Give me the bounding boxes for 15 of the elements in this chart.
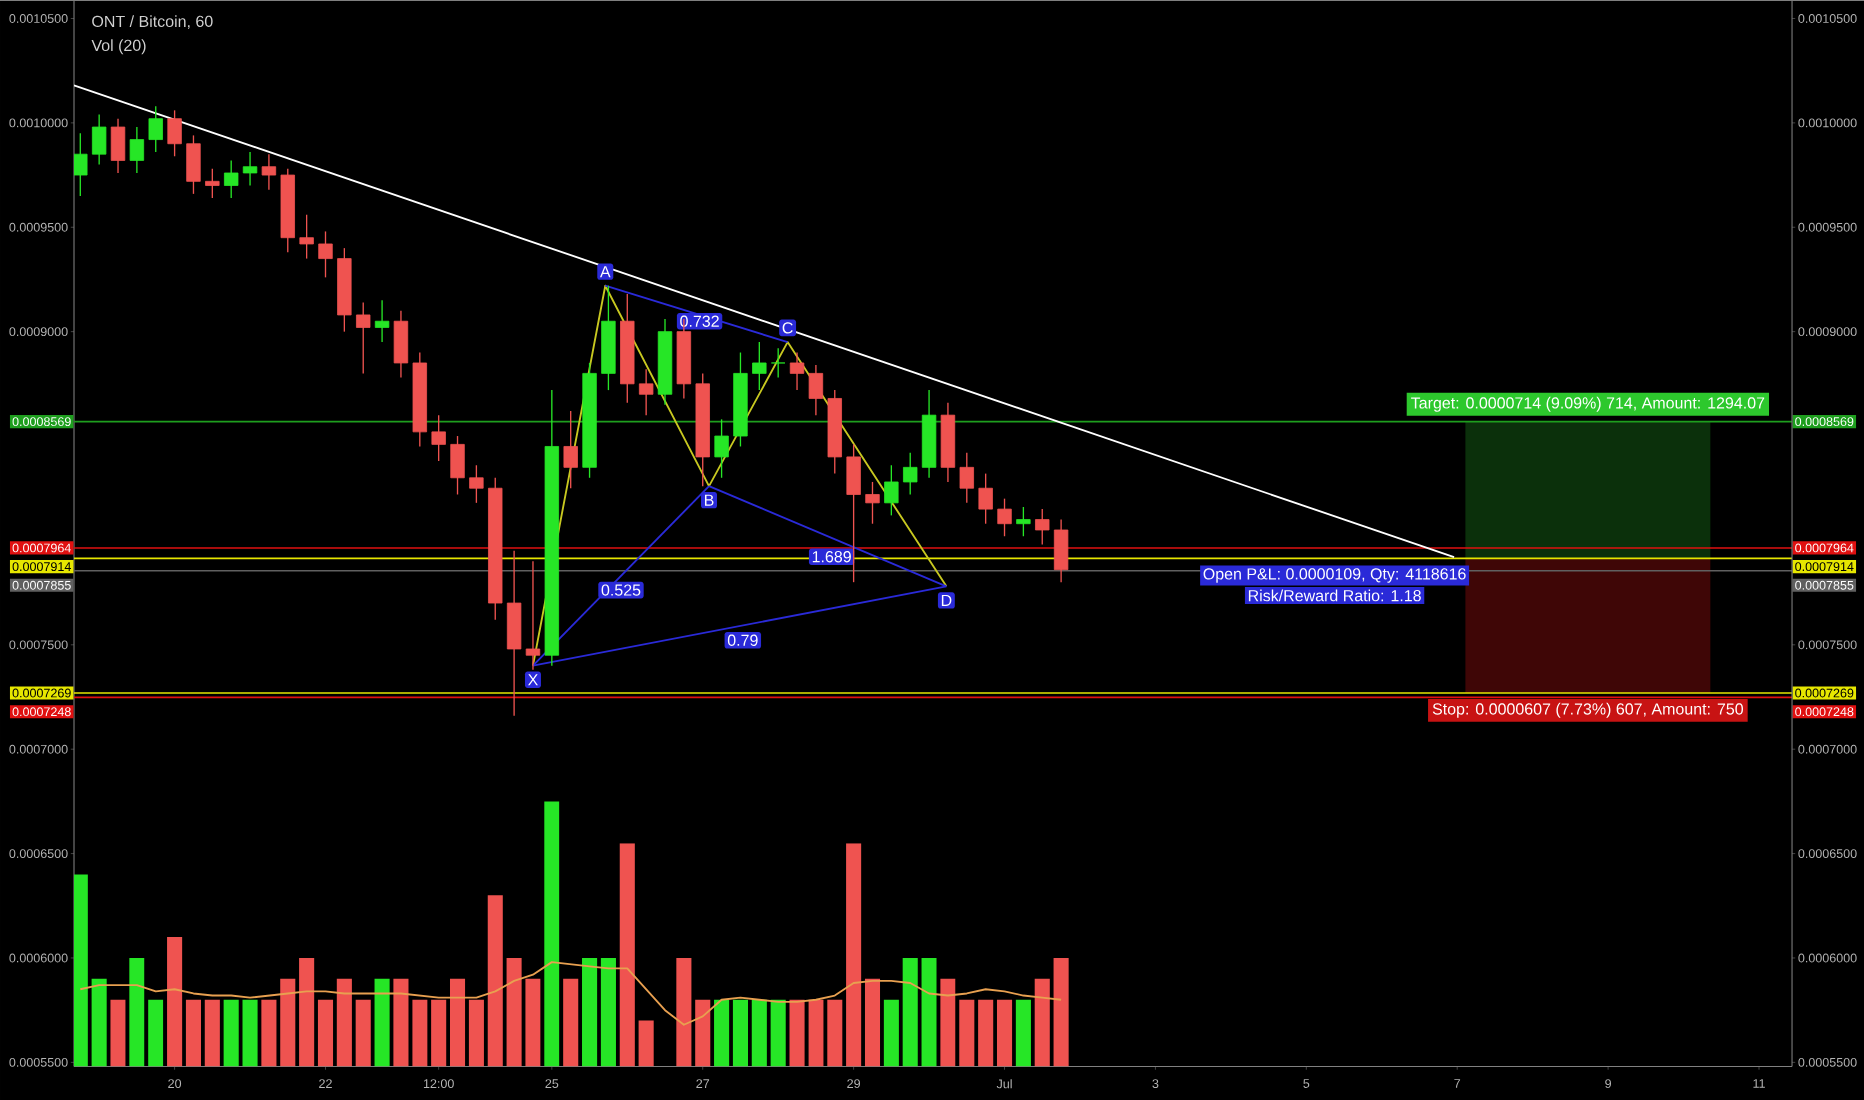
annotation: 0.732: [680, 315, 719, 327]
annotation: 0.525: [601, 584, 641, 596]
annotation: A: [599, 265, 611, 277]
annotation: Vol (20): [91, 39, 146, 54]
annotation: Open P&L: 0.0000109, Qty: 4118616: [1203, 567, 1466, 583]
band-label: Stop: 0.0000607 (7.73%) 607, Amount: 750: [1432, 702, 1744, 718]
annotation: 0.79: [727, 634, 758, 646]
annotation: X: [528, 673, 538, 685]
annotation: Risk/Reward Ratio: 1.18: [1248, 589, 1421, 602]
annotation: C: [782, 321, 793, 334]
band-label: Target: 0.0000714 (9.09%) 714, Amount: 1294.07: [1411, 396, 1765, 412]
annotation: 1.689: [812, 550, 851, 563]
annotation: B: [704, 494, 714, 506]
annotation: D: [941, 594, 952, 606]
text: ONT / Bitcoin, 60: [92, 15, 213, 29]
